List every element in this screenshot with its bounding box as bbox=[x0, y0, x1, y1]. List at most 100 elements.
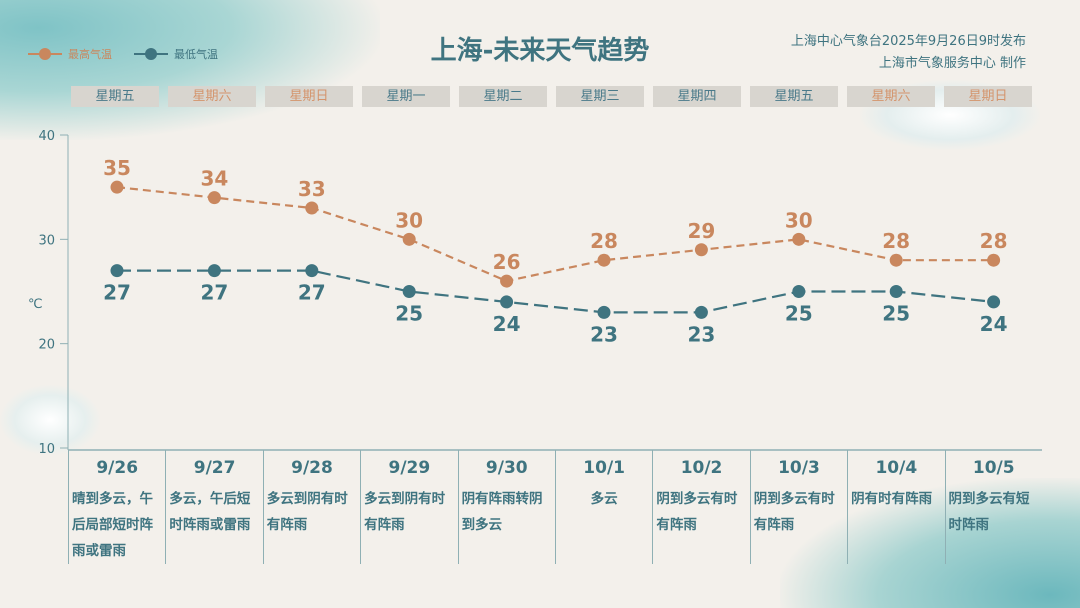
low-temp-point bbox=[402, 285, 416, 298]
forecast-column: 10/1 多云 bbox=[554, 450, 652, 564]
legend-low-label: 最低气温 bbox=[174, 48, 218, 61]
weather-description: 阴有阵雨转阴到多云 bbox=[461, 491, 543, 533]
date-label: 9/29 bbox=[388, 458, 431, 478]
weather-description: 多云到阴有时有阵雨 bbox=[266, 491, 348, 533]
low-temp-label: 23 bbox=[590, 322, 618, 346]
y-tick-label: 40 bbox=[38, 129, 55, 144]
low-temp-point bbox=[792, 285, 806, 298]
low-temp-label: 25 bbox=[882, 302, 910, 326]
legend-low-marker-icon bbox=[134, 48, 168, 60]
date-label: 9/27 bbox=[193, 458, 236, 478]
y-tick-label: 30 bbox=[38, 233, 55, 248]
high-temp-point bbox=[597, 253, 611, 267]
high-temp-point bbox=[889, 253, 903, 267]
forecast-column: 9/28 多云到阴有时有阵雨 bbox=[262, 450, 360, 564]
high-temp-label: 29 bbox=[687, 219, 715, 243]
low-temp-point bbox=[987, 295, 1001, 309]
low-temp-point bbox=[694, 305, 708, 319]
high-temp-label: 33 bbox=[298, 177, 326, 201]
weekday-label: 星期日 bbox=[944, 86, 1032, 107]
high-temp-point bbox=[402, 232, 416, 246]
forecast-column: 9/30 阴有阵雨转阴到多云 bbox=[457, 450, 555, 564]
y-axis-label: ℃ bbox=[28, 297, 43, 312]
forecast-column: 9/26 晴到多云，午后局部短时阵雨或雷雨 bbox=[68, 450, 165, 564]
low-temp-label: 24 bbox=[980, 312, 1008, 336]
weekday-row: 星期五 星期六 星期日 星期一 星期二 星期三 星期四 星期五 星期六 星期日 bbox=[71, 86, 1032, 107]
high-temp-label: 28 bbox=[980, 229, 1008, 253]
high-temp-point bbox=[305, 201, 319, 215]
forecast-column: 10/2 阴到多云有时有阵雨 bbox=[652, 450, 749, 564]
low-temp-line bbox=[117, 269, 994, 314]
weekday-label: 星期二 bbox=[459, 86, 547, 107]
weekday-label: 星期六 bbox=[168, 86, 256, 107]
forecast-column: 10/5 阴到多云有短时阵雨 bbox=[944, 450, 1042, 564]
weekday-label: 星期日 bbox=[265, 86, 353, 107]
legend-high: 最高气温 bbox=[28, 46, 112, 62]
weather-description: 多云，午后短时阵雨或雷雨 bbox=[169, 491, 251, 533]
high-temp-label: 35 bbox=[103, 156, 131, 180]
low-temp-label: 27 bbox=[298, 281, 326, 305]
date-label: 9/30 bbox=[485, 458, 528, 478]
forecast-column: 9/27 多云，午后短时阵雨或雷雨 bbox=[165, 450, 262, 564]
date-label: 9/26 bbox=[96, 458, 139, 478]
weekday-label: 星期六 bbox=[847, 86, 935, 107]
weekday-label: 星期五 bbox=[71, 86, 159, 107]
high-temp-point bbox=[207, 191, 221, 205]
legend-high-marker-icon bbox=[28, 48, 62, 60]
weather-description: 多云到阴有时有阵雨 bbox=[364, 491, 446, 533]
high-temp-label: 34 bbox=[200, 167, 228, 191]
date-label: 10/4 bbox=[875, 458, 918, 478]
low-temp-label: 24 bbox=[493, 312, 521, 336]
date-label: 10/1 bbox=[583, 458, 625, 478]
producer: 上海市气象服务中心 制作 bbox=[878, 56, 1026, 71]
weekday-label: 星期五 bbox=[750, 86, 838, 107]
forecast-column: 9/29 多云到阴有时有阵雨 bbox=[360, 450, 457, 564]
low-temp-point bbox=[889, 285, 903, 298]
low-temp-label: 25 bbox=[785, 302, 813, 326]
high-temp-point bbox=[792, 232, 806, 246]
forecast-column: 10/3 阴到多云有时有阵雨 bbox=[749, 450, 847, 564]
publisher-info: 上海中心气象台2025年9月26日9时发布 上海市气象服务中心 制作 bbox=[791, 31, 1026, 75]
page-title: 上海-未来天气趋势 bbox=[430, 36, 650, 66]
low-temp-label: 23 bbox=[687, 322, 715, 346]
y-tick-label: 10 bbox=[38, 442, 55, 457]
low-temp-point bbox=[500, 295, 514, 309]
publisher: 上海中心气象台2025年9月26日9时发布 bbox=[790, 34, 1026, 49]
date-label: 10/2 bbox=[680, 458, 723, 478]
weather-description: 阴有时有阵雨 bbox=[851, 491, 933, 507]
low-temp-label: 25 bbox=[395, 302, 423, 326]
high-temp-point bbox=[694, 243, 708, 257]
forecast-table: 9/26 晴到多云，午后局部短时阵雨或雷雨 9/27 多云，午后短时阵雨或雷雨 9/28… bbox=[68, 450, 1042, 564]
low-temp-label: 27 bbox=[103, 281, 131, 305]
high-temp-label: 28 bbox=[590, 229, 618, 253]
high-temp-point bbox=[987, 253, 1001, 267]
high-temp-label: 30 bbox=[395, 208, 423, 232]
weekday-label: 星期四 bbox=[653, 86, 741, 107]
high-temp-point bbox=[500, 274, 514, 288]
forecast-column: 10/4 阴有时有阵雨 bbox=[847, 450, 944, 564]
low-temp-point bbox=[110, 264, 124, 278]
weather-description: 阴到多云有时有阵雨 bbox=[753, 491, 835, 533]
weather-description: 阴到多云有短时阵雨 bbox=[948, 491, 1030, 533]
decoration-cloud bbox=[0, 385, 100, 455]
high-temp-line bbox=[116, 186, 994, 283]
weekday-label: 星期三 bbox=[556, 86, 644, 107]
legend: 最高气温 最低气温 bbox=[28, 46, 218, 62]
legend-high-label: 最高气温 bbox=[68, 48, 112, 61]
high-temp-label: 26 bbox=[493, 250, 521, 274]
weather-description: 晴到多云，午后局部短时阵雨或雷雨 bbox=[72, 491, 153, 559]
weekday-label: 星期一 bbox=[362, 86, 450, 107]
high-temp-point bbox=[110, 180, 124, 194]
high-temp-label: 30 bbox=[785, 208, 813, 232]
y-tick-label: 20 bbox=[38, 338, 55, 353]
low-temp-point bbox=[305, 264, 319, 278]
date-label: 10/3 bbox=[778, 458, 820, 478]
legend-low: 最低气温 bbox=[134, 46, 218, 62]
date-label: 9/28 bbox=[291, 458, 333, 478]
high-temp-label: 28 bbox=[882, 229, 910, 253]
weather-description: 多云 bbox=[590, 491, 618, 507]
low-temp-label: 27 bbox=[200, 281, 228, 305]
low-temp-point bbox=[207, 264, 221, 278]
date-label: 10/5 bbox=[972, 458, 1015, 478]
